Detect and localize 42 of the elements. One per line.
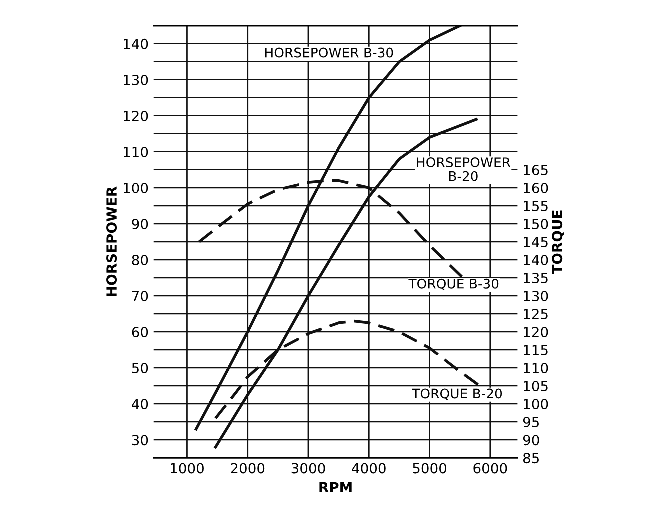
series-label: TORQUE B-20 [412,388,502,400]
y-tick-label: 40 [132,399,148,410]
x-tick-label: 5000 [413,463,447,474]
y2-tick-label: 95 [523,417,540,428]
y-tick-label: 140 [124,38,148,50]
y-tick-label: 100 [124,182,148,194]
y2-tick-label: 120 [524,327,548,338]
y-tick-label: 80 [132,255,148,266]
y-tick-label: 120 [124,110,148,122]
y2-tick-label: 135 [524,273,548,284]
y2-axis-title: TORQUE [552,210,564,274]
y2-tick-label: 165 [524,164,548,176]
y-tick-label: 70 [132,291,148,302]
x-tick-label: 2000 [231,463,265,474]
x-tick-label: 4000 [352,463,386,474]
y2-tick-label: 100 [524,399,548,410]
y-tick-label: 130 [124,74,148,86]
y2-tick-label: 90 [523,435,540,446]
y-axis-title: HORSEPOWER [106,186,118,296]
x-tick-label: 1000 [171,463,204,474]
y2-tick-label: 140 [524,255,548,266]
series-label: TORQUE B-30 [408,278,499,290]
y-tick-label: 90 [132,218,148,230]
y-tick-label: 110 [124,146,148,158]
y2-tick-label: 110 [524,363,548,374]
series-label: HORSEPOWER B-20 [417,158,511,182]
y2-tick-label: 130 [524,291,548,302]
y-tick-label: 30 [132,435,148,446]
x-tick-label: 6000 [474,463,508,474]
y2-tick-label: 105 [524,381,548,392]
x-axis-title: RPM [320,482,352,493]
y2-tick-label: 115 [524,345,548,356]
y2-tick-label: 145 [524,237,548,248]
series-label: HORSEPOWER B-30 [266,48,394,58]
y2-tick-label: 125 [524,309,548,320]
y2-tick-label: 155 [524,201,548,212]
y2-tick-label: 85 [523,453,540,464]
y-tick-label: 50 [132,363,148,374]
y2-tick-label: 150 [524,218,548,230]
y-tick-label: 60 [132,327,148,338]
y2-tick-label: 160 [524,182,548,194]
x-tick-label: 3000 [292,463,326,474]
